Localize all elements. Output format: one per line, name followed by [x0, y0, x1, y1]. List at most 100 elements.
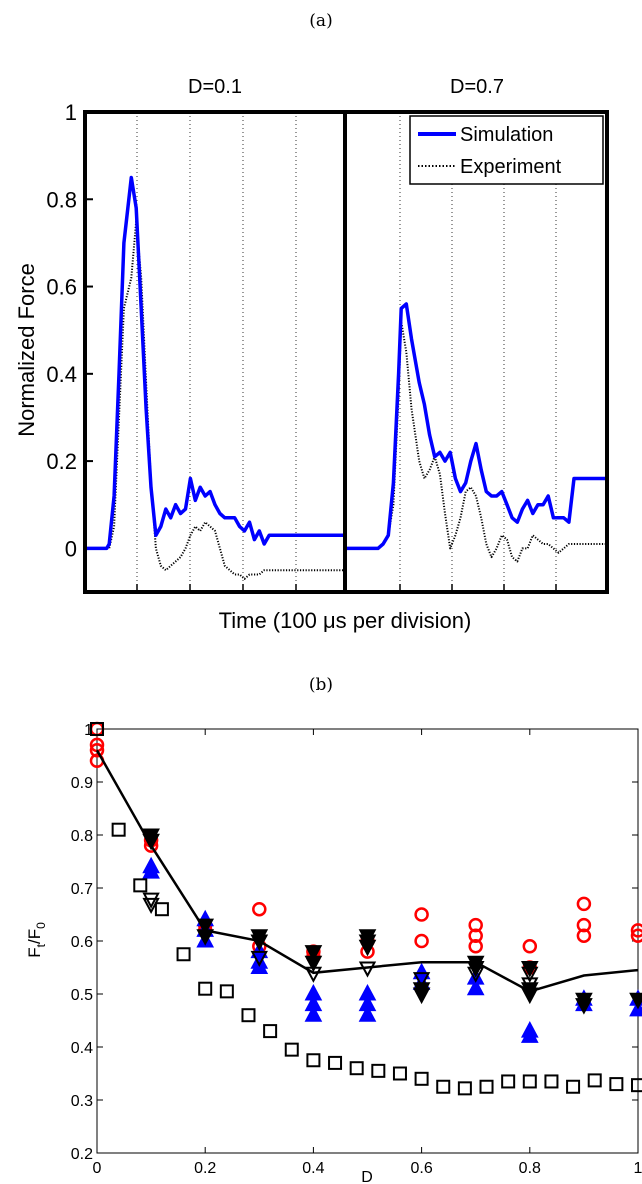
marker-square-open: [154, 902, 169, 917]
y-tick-label: 1: [65, 100, 77, 125]
marker-circle-red: [576, 917, 592, 933]
marker-triangle-up-blue: [520, 1026, 539, 1043]
y-tick-label: 0.6: [46, 275, 77, 300]
marker-circle-red: [576, 896, 592, 912]
y-tick-label: 0.9: [71, 775, 93, 792]
marker-triangle-down-open: [142, 892, 160, 909]
legend-label-simulation: Simulation: [460, 124, 553, 146]
panel-a-label: (a): [309, 11, 332, 31]
marker-circle-red: [89, 742, 105, 758]
marker-triangle-down-black: [629, 992, 642, 1010]
marker-square-open: [522, 1074, 537, 1089]
marker-square-open: [631, 1078, 642, 1093]
marker-square-open: [479, 1079, 494, 1094]
x-tick-label: 0.2: [194, 1160, 216, 1177]
marker-circle-red: [468, 917, 483, 933]
marker-triangle-down-open: [521, 977, 539, 994]
y-tick-label: 0.7: [71, 881, 93, 898]
marker-square-open: [414, 1071, 429, 1086]
series-line-experiment: [347, 320, 605, 563]
marker-circle-red: [468, 939, 483, 954]
marker-triangle-down-black: [304, 955, 323, 973]
marker-square-open: [198, 981, 213, 996]
marker-square-open: [133, 878, 148, 893]
marker-square-open: [566, 1079, 581, 1094]
marker-square-open: [219, 984, 234, 999]
subplot-title-left: D=0.1: [188, 76, 242, 98]
marker-square-open: [587, 1073, 602, 1088]
x-tick-label: 0.8: [519, 1160, 541, 1177]
y-tick-label: 0.6: [71, 934, 93, 951]
legend: Simulation Experiment: [409, 115, 604, 185]
plot-frame-right: [343, 110, 609, 594]
marker-square-open: [501, 1074, 516, 1089]
marker-triangle-down-open: [467, 966, 485, 983]
y-tick-label: 0: [65, 536, 77, 561]
marker-circle-red: [630, 923, 642, 938]
y-tick-label: 0.3: [71, 1093, 93, 1110]
marker-square-open: [392, 1066, 407, 1081]
marker-circle-red: [414, 933, 429, 949]
y-axis-label-b: Ft/F0: [25, 922, 48, 958]
marker-triangle-down-black: [520, 961, 539, 978]
marker-triangle-up-blue: [304, 1005, 323, 1022]
marker-triangle-down-open: [521, 966, 539, 983]
y-tick-label: 0.2: [46, 449, 77, 474]
y-tick-labels-a: 0 0.2 0.4 0.6 0.8 1: [46, 100, 93, 561]
subplot-title-right: D=0.7: [450, 76, 504, 98]
x-tick-label: 0: [93, 1160, 102, 1177]
plot-frame-left: [83, 110, 347, 594]
marker-triangle-down-black: [304, 945, 323, 962]
marker-square-open: [349, 1061, 364, 1076]
y-axis-label-a: Normalized Force: [14, 263, 39, 437]
marker-triangle-up-blue: [466, 978, 485, 996]
marker-circle-red: [414, 907, 429, 922]
axes-b: 0 0.2 0.4 0.6 0.8 10.20.30.40.50.60.70.80.91: [71, 722, 642, 1177]
legend-box: [409, 115, 604, 185]
marker-square-open: [284, 1042, 299, 1057]
marker-triangle-up-blue: [358, 1005, 377, 1022]
y-tick-label: 0.8: [71, 828, 93, 845]
svg-text:Ft/F0: Ft/F0: [25, 922, 48, 958]
marker-square-open: [609, 1077, 624, 1092]
x-axis-label-a: Time (100 μs per division): [219, 608, 472, 633]
series-lines-a: [87, 175, 605, 580]
marker-square-open: [436, 1079, 451, 1094]
legend-label-experiment: Experiment: [460, 156, 562, 178]
marker-square-open: [371, 1063, 386, 1078]
marker-circle-red: [576, 928, 592, 943]
marker-triangle-down-black: [412, 987, 431, 1005]
marker-square-open: [111, 822, 126, 837]
marker-square-open: [241, 1008, 256, 1023]
y-tick-label: 0.4: [46, 362, 77, 387]
marker-triangle-up-blue: [142, 862, 160, 879]
y-tick-label: 0.2: [71, 1146, 93, 1163]
panel-b-label: (b): [309, 675, 333, 695]
marker-triangle-down-open: [250, 950, 268, 968]
marker-square-open: [306, 1053, 321, 1068]
y-tick-label: 1: [84, 722, 93, 739]
marker-triangle-down-open: [304, 966, 323, 983]
x-tick-label: 1: [634, 1160, 642, 1177]
x-axis-label-b: D: [361, 1169, 373, 1184]
marker-square-open: [544, 1074, 559, 1089]
scatter-marks-b: [89, 721, 642, 1096]
marker-triangle-down-black: [358, 939, 377, 957]
series-line-experiment: [87, 220, 343, 580]
marker-circle-red: [630, 928, 642, 943]
x-tick-label: 0.6: [410, 1160, 432, 1177]
marker-triangle-down-open: [142, 897, 160, 915]
y-tick-label: 0.5: [71, 987, 93, 1004]
x-tick-label: 0.4: [302, 1160, 324, 1177]
y-tick-label: 0.8: [46, 187, 77, 212]
y-tick-label: 0.4: [71, 1040, 93, 1057]
marker-circle-red: [252, 901, 267, 917]
series-line-simulation: [347, 302, 605, 551]
marker-square-open: [457, 1081, 472, 1096]
marker-circle-red: [468, 928, 483, 943]
marker-square-open: [328, 1055, 343, 1070]
series-line-simulation: [87, 175, 343, 551]
marker-square-open: [176, 947, 191, 962]
marker-square-open: [263, 1024, 278, 1039]
marker-triangle-down-open: [412, 972, 431, 989]
